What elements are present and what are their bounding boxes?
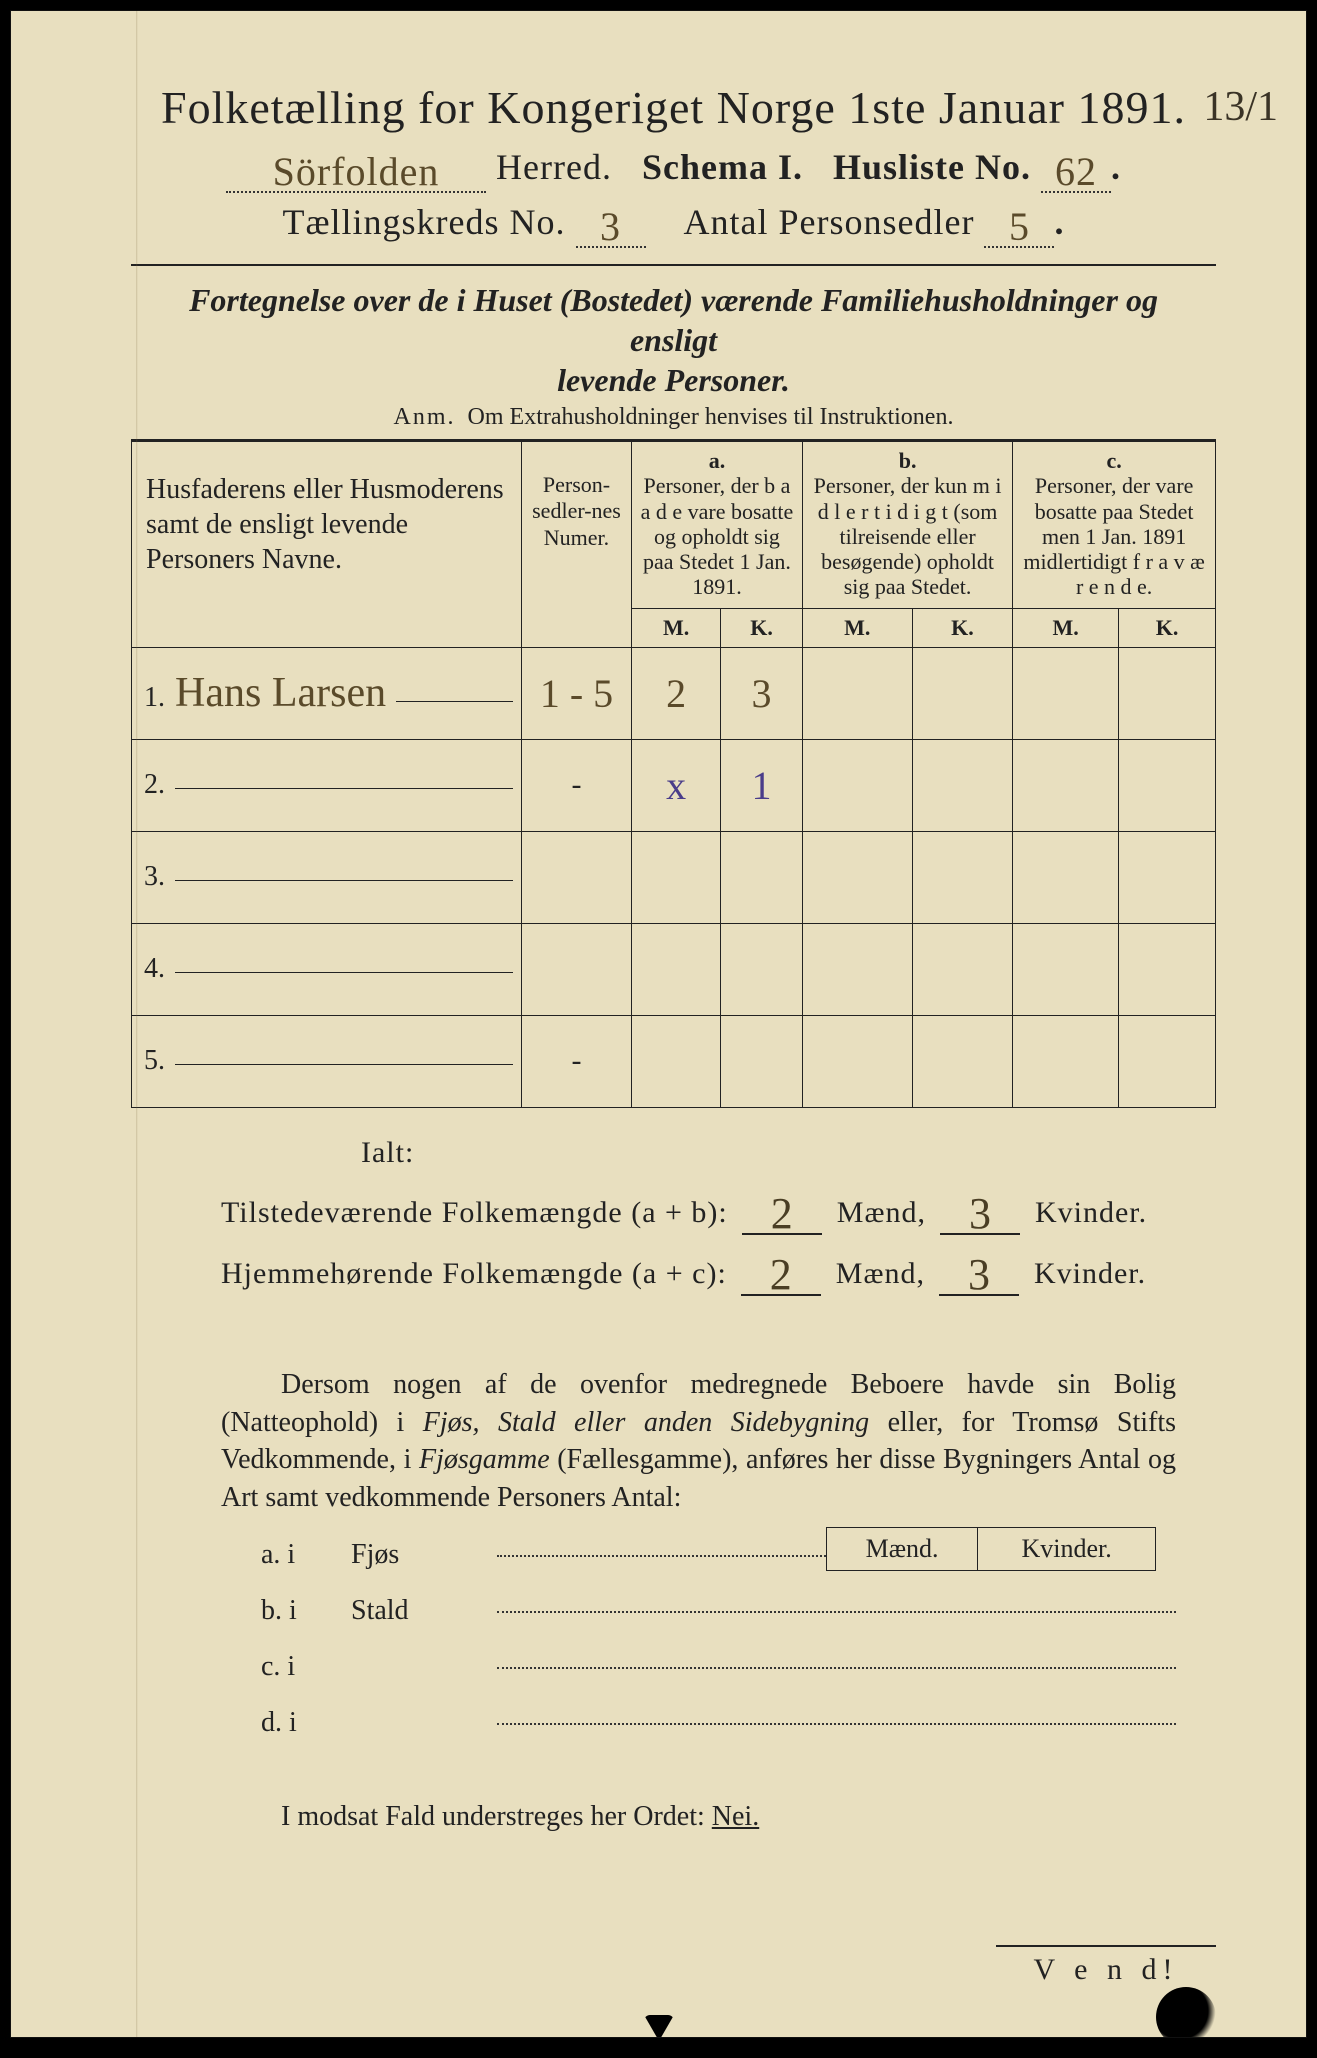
- tot1-k: 3: [969, 1189, 992, 1238]
- antal-no: 5: [1009, 203, 1030, 250]
- c-m-cell: [1013, 647, 1119, 739]
- header-line-2: Sörfolden Herred. Schema I. Husliste No.…: [131, 142, 1216, 191]
- census-table: Husfaderens eller Husmoderens samt de en…: [131, 441, 1216, 1108]
- paper-fold: [136, 11, 138, 2037]
- b-m-cell: [802, 647, 912, 739]
- c-k-cell: [1119, 647, 1216, 739]
- a-m-cell: [632, 831, 721, 923]
- table-row: 5.-: [132, 1015, 1216, 1107]
- name-cell: 3.: [132, 831, 522, 923]
- c-m-cell: [1013, 1015, 1119, 1107]
- b-k-cell: [912, 1015, 1013, 1107]
- num-cell: -: [522, 739, 632, 831]
- col-c: c. Personer, der vare bosatte paa Stedet…: [1013, 442, 1216, 609]
- a-m-cell: [632, 1015, 721, 1107]
- totals-block: Ialt: Tilstedeværende Folkemængde (a + b…: [221, 1136, 1196, 1296]
- a-k-cell: [721, 923, 803, 1015]
- table-header-row-1: Husfaderens eller Husmoderens samt de en…: [132, 442, 1216, 609]
- a-m-cell: x: [632, 739, 721, 831]
- a-k: K.: [721, 608, 803, 647]
- c-m-cell: [1013, 831, 1119, 923]
- num-cell: -: [522, 1015, 632, 1107]
- num-cell: [522, 923, 632, 1015]
- herred-value: Sörfolden: [273, 148, 440, 195]
- mk-maend: Mænd.: [827, 1527, 978, 1570]
- form-title: Folketælling for Kongeriget Norge 1ste J…: [131, 81, 1216, 134]
- margin-annotation: 13/1: [1203, 83, 1278, 131]
- c-m: M.: [1013, 608, 1119, 647]
- a-m-cell: 2: [632, 647, 721, 739]
- ink-blot: [1156, 1987, 1216, 2038]
- c-k-cell: [1119, 923, 1216, 1015]
- a-k-cell: [721, 1015, 803, 1107]
- nei-word: Nei.: [712, 1801, 759, 1832]
- c-m-cell: [1013, 739, 1119, 831]
- rule-1: [131, 264, 1216, 266]
- col-a: a. Personer, der b a a d e vare bosatte …: [632, 442, 803, 609]
- nei-line: I modsat Fald understreges her Ordet: Ne…: [281, 1801, 1216, 1833]
- mk-kvinder: Kvinder.: [978, 1527, 1156, 1570]
- a-m-cell: [632, 923, 721, 1015]
- b-k-cell: [912, 647, 1013, 739]
- a-k-cell: 1: [721, 739, 803, 831]
- paper-tear: [644, 2015, 674, 2038]
- b-m-cell: [802, 1015, 912, 1107]
- c-k-cell: [1119, 739, 1216, 831]
- antal-label: Antal Personsedler: [684, 202, 975, 242]
- name-cell: 2.: [132, 739, 522, 831]
- a-k-cell: 3: [721, 647, 803, 739]
- b-k-cell: [912, 739, 1013, 831]
- c-k: K.: [1119, 608, 1216, 647]
- totals-line-1: Tilstedeværende Folkemængde (a + b): 2 M…: [221, 1182, 1196, 1235]
- ialt-label: Ialt:: [361, 1136, 414, 1169]
- b-m-cell: [802, 923, 912, 1015]
- b-k-cell: [912, 831, 1013, 923]
- abcd-b: b. i Stald: [261, 1583, 1176, 1639]
- name-cell: 1.Hans Larsen: [132, 647, 522, 739]
- header-line-3: Tællingskreds No. 3 Antal Personsedler 5…: [131, 197, 1216, 246]
- abcd-d: d. i: [261, 1695, 1176, 1751]
- census-form-page: 13/1 Folketælling for Kongeriget Norge 1…: [10, 10, 1307, 2038]
- kreds-label: Tællingskreds No.: [283, 202, 566, 242]
- mk-mini-table: Mænd. Kvinder.: [826, 1527, 1156, 1571]
- b-m-cell: [802, 831, 912, 923]
- husliste-no: 62: [1055, 148, 1097, 195]
- schema-label: Schema I.: [642, 147, 803, 187]
- table-row: 1.Hans Larsen1 - 523: [132, 647, 1216, 739]
- name-cell: 4.: [132, 923, 522, 1015]
- husliste-label: Husliste No.: [833, 147, 1031, 187]
- vend-label: V e n d!: [996, 1945, 1216, 1987]
- num-cell: [522, 831, 632, 923]
- table-row: 3.: [132, 831, 1216, 923]
- name-cell: 5.: [132, 1015, 522, 1107]
- a-k-cell: [721, 831, 803, 923]
- table-row: 4.: [132, 923, 1216, 1015]
- herred-label: Herred.: [496, 147, 612, 187]
- col-num: Person-sedler-nes Numer.: [522, 442, 632, 648]
- c-k-cell: [1119, 831, 1216, 923]
- b-k: K.: [912, 608, 1013, 647]
- col-b: b. Personer, der kun m i d l e r t i d i…: [802, 442, 1012, 609]
- totals-line-2: Hjemmehørende Folkemængde (a + c): 2 Mæn…: [221, 1243, 1196, 1296]
- tot2-k: 3: [968, 1250, 991, 1299]
- c-m-cell: [1013, 923, 1119, 1015]
- anm-note: Anm. Om Extrahusholdninger henvises til …: [131, 404, 1216, 431]
- building-paragraph: Dersom nogen af de ovenfor medregnede Be…: [221, 1366, 1176, 1517]
- abcd-a: a. i Fjøs: [261, 1527, 826, 1583]
- b-m-cell: [802, 739, 912, 831]
- c-k-cell: [1119, 1015, 1216, 1107]
- kreds-no: 3: [600, 203, 621, 250]
- table-row: 2.-x1: [132, 739, 1216, 831]
- tot2-m: 2: [770, 1250, 793, 1299]
- fortegnelse-heading: Fortegnelse over de i Huset (Bostedet) v…: [171, 280, 1176, 400]
- a-m: M.: [632, 608, 721, 647]
- abcd-c: c. i: [261, 1639, 1176, 1695]
- b-m: M.: [802, 608, 912, 647]
- b-k-cell: [912, 923, 1013, 1015]
- tot1-m: 2: [771, 1189, 794, 1238]
- col-names: Husfaderens eller Husmoderens samt de en…: [132, 442, 522, 648]
- num-cell: 1 - 5: [522, 647, 632, 739]
